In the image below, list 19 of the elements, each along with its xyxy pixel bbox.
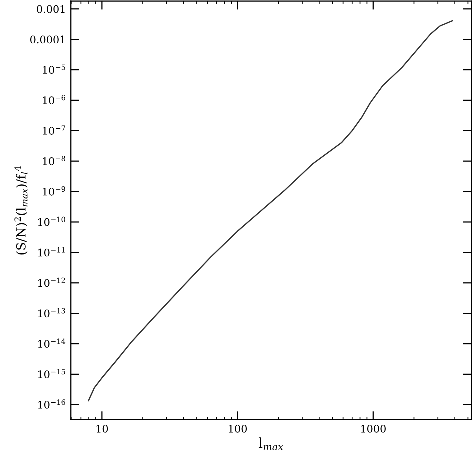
y-tick-label: 10$^{−12}$ bbox=[38, 278, 66, 288]
y-tick-label: 10$^{−6}$ bbox=[43, 95, 66, 104]
y-tick-label: 10$^{−5}$ bbox=[43, 64, 66, 74]
y-tick-label: 10$^{−14}$ bbox=[38, 338, 66, 348]
y-axis-title: (S/N)$^{2}$(l$_{max}$)/f$_{l}$$^{4}$ bbox=[14, 166, 28, 255]
x-axis-title: l$_{max}$ bbox=[258, 438, 284, 451]
y-tick-label: 0.001 bbox=[37, 5, 65, 14]
y-tick-label: 10$^{−7}$ bbox=[43, 126, 66, 135]
y-tick-label: 10$^{−8}$ bbox=[43, 156, 66, 166]
x-tick-label: 100 bbox=[229, 425, 248, 433]
x-tick-label: 10 bbox=[96, 425, 108, 433]
y-tick-label: 10$^{−11}$ bbox=[38, 247, 65, 257]
y-tick-label: 10$^{−16}$ bbox=[38, 400, 66, 409]
y-tick-label: 10$^{−10}$ bbox=[38, 216, 66, 226]
y-tick-label: 10$^{−13}$ bbox=[38, 308, 66, 318]
y-tick-label: 10$^{−15}$ bbox=[38, 369, 66, 378]
x-tick-label: 1000 bbox=[361, 425, 386, 433]
y-tick-label: 0.0001 bbox=[30, 36, 65, 44]
y-tick-label: 10$^{−9}$ bbox=[43, 186, 66, 196]
